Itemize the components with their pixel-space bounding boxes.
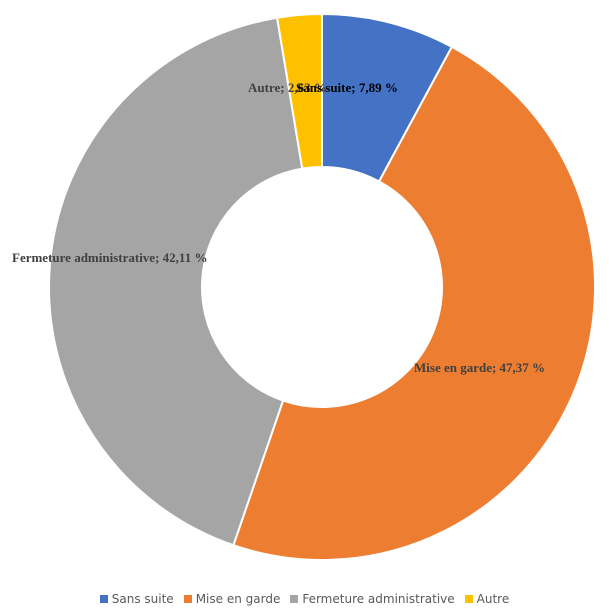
data-label: Fermeture administrative; 42,11 %	[12, 250, 208, 265]
legend-swatch	[290, 595, 299, 603]
legend-label: Mise en garde	[195, 592, 281, 606]
legend-swatch	[183, 595, 192, 603]
legend-label: Fermeture administrative	[302, 592, 455, 606]
legend-label: Sans suite	[111, 592, 174, 606]
data-label: Mise en garde; 47,37 %	[414, 360, 546, 375]
legend-item: Mise en garde	[183, 592, 281, 606]
data-label: Sans suite; 7,89 %	[296, 80, 398, 95]
donut-slice	[275, 12, 323, 170]
legend: Sans suite Mise en garde Fermeture adminis…	[0, 592, 609, 606]
legend-item: Fermeture administrative	[290, 592, 455, 606]
donut-slice	[232, 45, 596, 561]
legend-swatch	[464, 595, 473, 603]
legend-label: Autre	[476, 592, 510, 606]
legend-item: Autre	[464, 592, 510, 606]
legend-swatch	[99, 595, 108, 603]
donut-slice	[48, 16, 304, 547]
data-label: Autre; 2,63 %	[248, 80, 327, 95]
legend-item: Sans suite	[99, 592, 174, 606]
